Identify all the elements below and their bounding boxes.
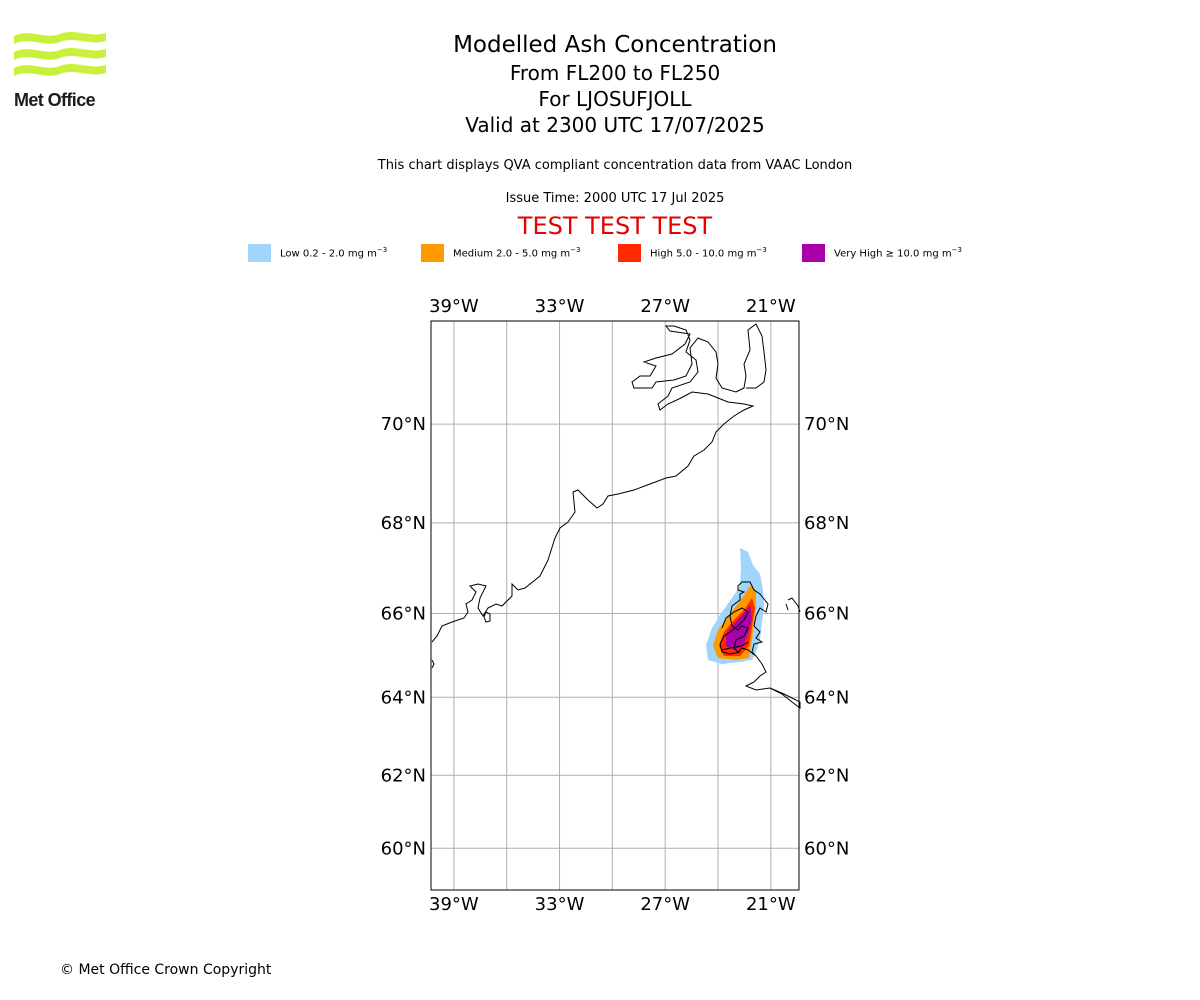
lat-label-right: 68°N [804,513,849,534]
lon-label-bottom: 21°W [746,894,796,915]
valid-time: Valid at 2300 UTC 17/07/2025 [465,113,765,137]
met-office-wordmark: Met Office [14,90,96,110]
lon-label-top: 39°W [429,296,479,317]
met-office-waves-icon [14,32,106,76]
lon-label-top: 33°W [535,296,585,317]
legend-exponent-low: −3 [376,246,388,254]
legend-label-low: Low 0.2 - 2.0 mg m [280,248,377,260]
chart-title: Modelled Ash Concentration [453,32,777,58]
greenland-islet-1 [483,611,491,623]
lat-label-left: 66°N [381,604,426,625]
lon-label-bottom: 39°W [429,894,479,915]
lat-label-left: 62°N [381,765,426,786]
lat-label-left: 70°N [381,414,426,435]
lat-label-right: 62°N [804,765,849,786]
issue-time: Issue Time: 2000 UTC 17 Jul 2025 [505,191,725,206]
legend-swatch-very-high [802,244,825,262]
lon-label-top: 21°W [746,296,796,317]
snaefellsnes [721,641,749,651]
copyright-notice: © Met Office Crown Copyright [60,962,272,978]
flight-level-range: From FL200 to FL250 [509,61,721,85]
greenland-islet-2 [431,659,435,669]
volcano-name: For LJOSUFJOLL [538,87,692,111]
map-frame [430,320,800,891]
iceland-east-coast [785,597,801,613]
legend-exponent-very-high: −3 [951,246,962,254]
lat-label-right: 66°N [804,604,849,625]
lon-label-bottom: 27°W [640,894,690,915]
greenland-east-coast [431,323,767,643]
legend-swatch-low [248,244,271,262]
iceland-northwest-fjords [719,607,749,655]
lat-label-right: 64°N [804,687,849,708]
legend-swatch-medium [421,244,444,262]
legend-swatch-high [618,244,641,262]
lon-label-top: 27°W [640,296,690,317]
legend-label-very-high: Very High ≥ 10.0 mg m [834,248,952,260]
lat-label-left: 68°N [381,513,426,534]
met-office-logo: Met Office [14,30,106,112]
lon-label-bottom: 33°W [535,894,585,915]
test-banner: TEST TEST TEST [517,212,713,240]
legend-label-medium: Medium 2.0 - 5.0 mg m [453,248,571,260]
graticule [431,321,799,890]
chart-description: This chart displays QVA compliant concen… [377,158,853,173]
lat-label-left: 64°N [381,687,426,708]
legend-exponent-medium: −3 [570,246,581,254]
graticule-labels: 39°W 39°W 33°W 33°W 27°W 27°W 21°W 21°W 60°N 60°N… [381,296,850,915]
lat-label-left: 60°N [381,838,426,859]
coastlines [431,323,801,709]
chart-header: Modelled Ash Concentration From FL200 to… [415,30,815,138]
ash-plume [706,548,764,664]
legend-exponent-high: −3 [756,246,767,254]
legend-label-high: High 5.0 - 10.0 mg m [650,248,757,260]
iceland-coast [729,581,801,709]
lat-label-right: 70°N [804,414,849,435]
lat-label-right: 60°N [804,838,849,859]
